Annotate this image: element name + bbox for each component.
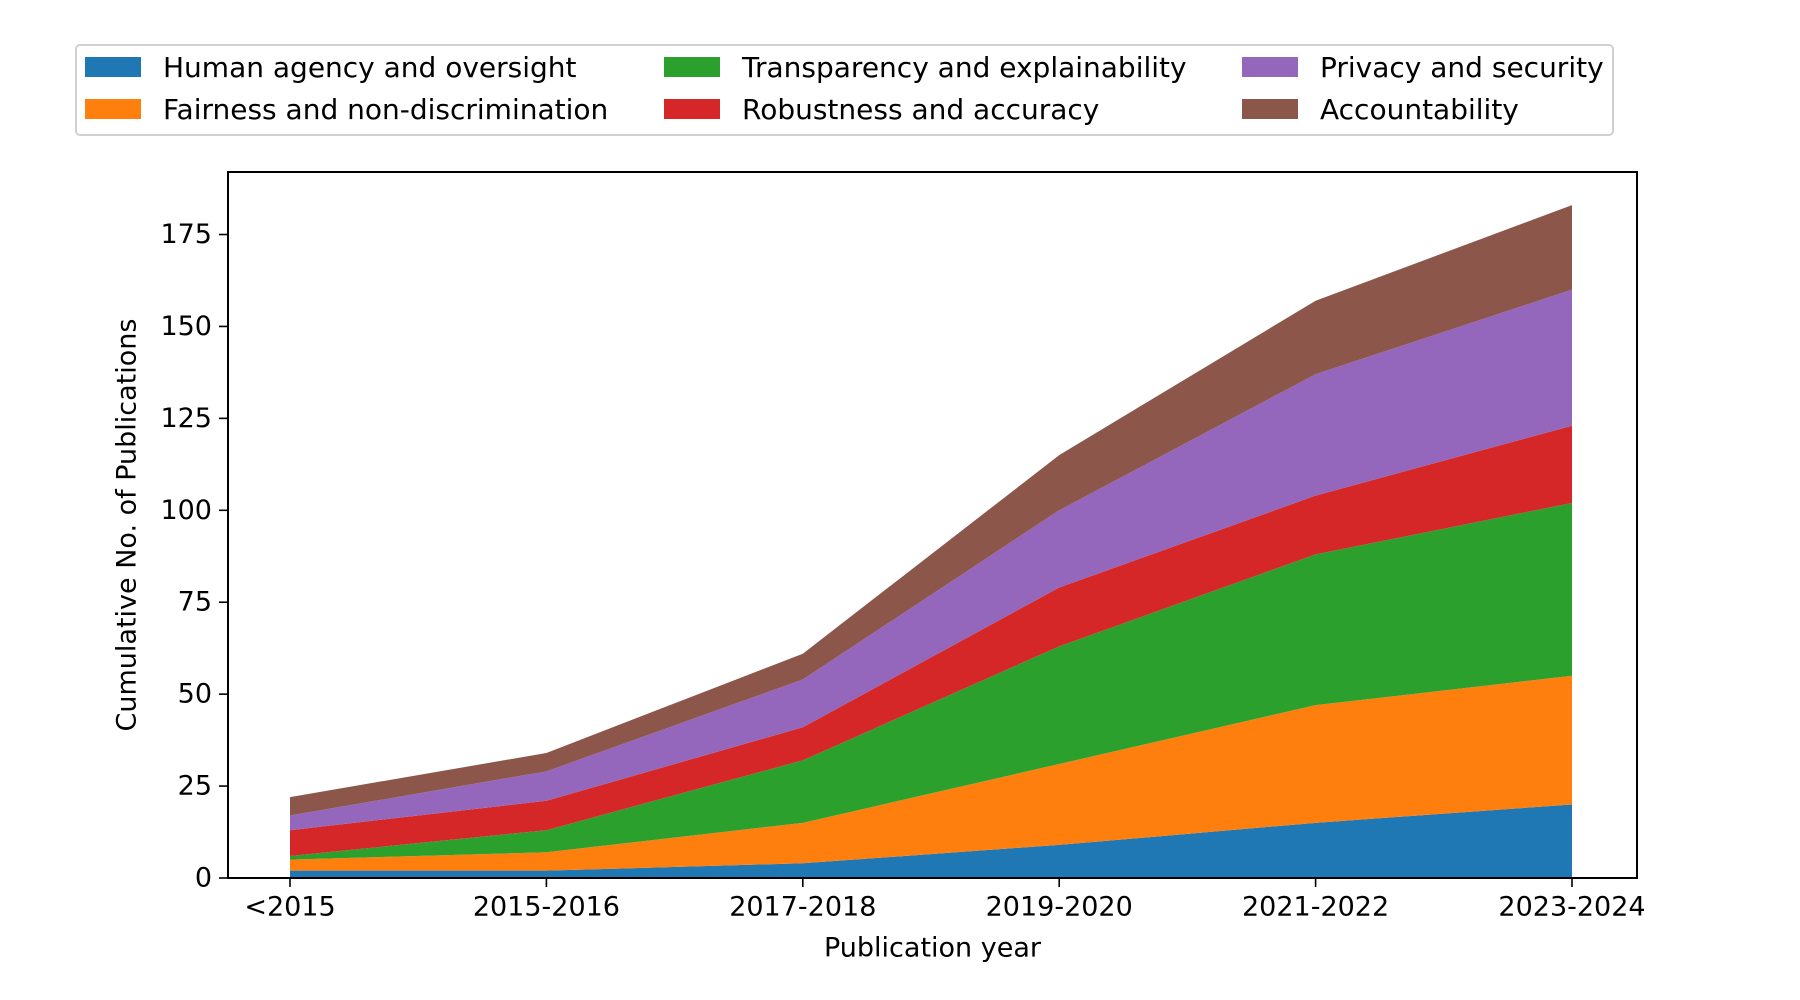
area-transparency-and-explainability — [290, 502, 1572, 860]
area-accountability — [290, 205, 1572, 816]
x-axis-label: Publication year — [824, 933, 1042, 964]
legend-swatch — [85, 57, 141, 77]
area-human-agency-and-oversight — [290, 804, 1572, 878]
y-axis-label: Cumulative No. of Publications — [112, 319, 143, 732]
chart-legend: Human agency and oversight Fairness and n… — [75, 44, 1614, 136]
y-tick-label-100: 100 — [160, 495, 212, 526]
legend-item-fairness-and-non-discrimination: Fairness and non-discrimination — [85, 92, 609, 126]
legend-label: Human agency and oversight — [163, 50, 577, 84]
y-tick-label-50: 50 — [178, 679, 212, 710]
legend-swatch — [1242, 57, 1298, 77]
legend-item-robustness-and-accuracy: Robustness and accuracy — [664, 92, 1100, 126]
area-privacy-and-security — [290, 289, 1572, 831]
legend-item-privacy-and-security: Privacy and security — [1242, 50, 1604, 84]
x-tick-label-2: 2017-2018 — [729, 892, 876, 923]
legend-item-human-agency-and-oversight: Human agency and oversight — [85, 50, 577, 84]
y-tick-label-175: 175 — [160, 219, 212, 250]
legend-item-accountability: Accountability — [1242, 92, 1519, 126]
legend-label: Privacy and security — [1320, 50, 1604, 84]
y-tick-label-25: 25 — [178, 771, 212, 802]
x-tick-label-3: 2019-2020 — [986, 892, 1133, 923]
legend-swatch — [664, 57, 720, 77]
x-tick-label-0: <2015 — [244, 892, 335, 923]
legend-label: Fairness and non-discrimination — [163, 92, 609, 126]
area-robustness-and-accuracy — [290, 425, 1572, 856]
x-tick-label-1: 2015-2016 — [473, 892, 620, 923]
x-tick-label-5: 2023-2024 — [1498, 892, 1645, 923]
y-tick-label-150: 150 — [160, 311, 212, 342]
legend-label: Transparency and explainability — [742, 50, 1187, 84]
y-tick-label-75: 75 — [178, 587, 212, 618]
legend-item-transparency-and-explainability: Transparency and explainability — [664, 50, 1187, 84]
legend-swatch — [664, 99, 720, 119]
legend-label: Robustness and accuracy — [742, 92, 1100, 126]
legend-swatch — [1242, 99, 1298, 119]
area-fairness-and-non-discrimination — [290, 675, 1572, 871]
y-tick-label-125: 125 — [160, 403, 212, 434]
y-tick-label-0: 0 — [195, 863, 212, 894]
legend-swatch — [85, 99, 141, 119]
plot-frame — [227, 171, 1638, 879]
x-tick-label-4: 2021-2022 — [1242, 892, 1389, 923]
legend-label: Accountability — [1320, 92, 1519, 126]
